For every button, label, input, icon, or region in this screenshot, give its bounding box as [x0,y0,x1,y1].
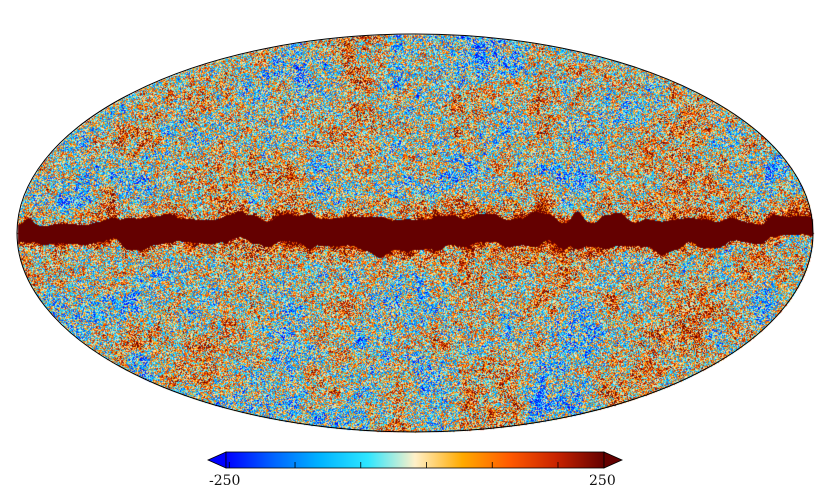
colorbar-ticks [228,462,559,468]
map-border [16,33,814,433]
colorbar-max-label: 250 [589,473,616,489]
sky-map [0,0,830,440]
colorbar-body [225,451,605,469]
colorbar-right-extension [603,451,623,469]
colorbar [207,451,623,469]
map-outline [16,33,814,433]
colorbar-min-label: -250 [209,473,241,489]
mollweide-sky-map [0,0,830,440]
colorbar-left-extension [207,451,227,469]
